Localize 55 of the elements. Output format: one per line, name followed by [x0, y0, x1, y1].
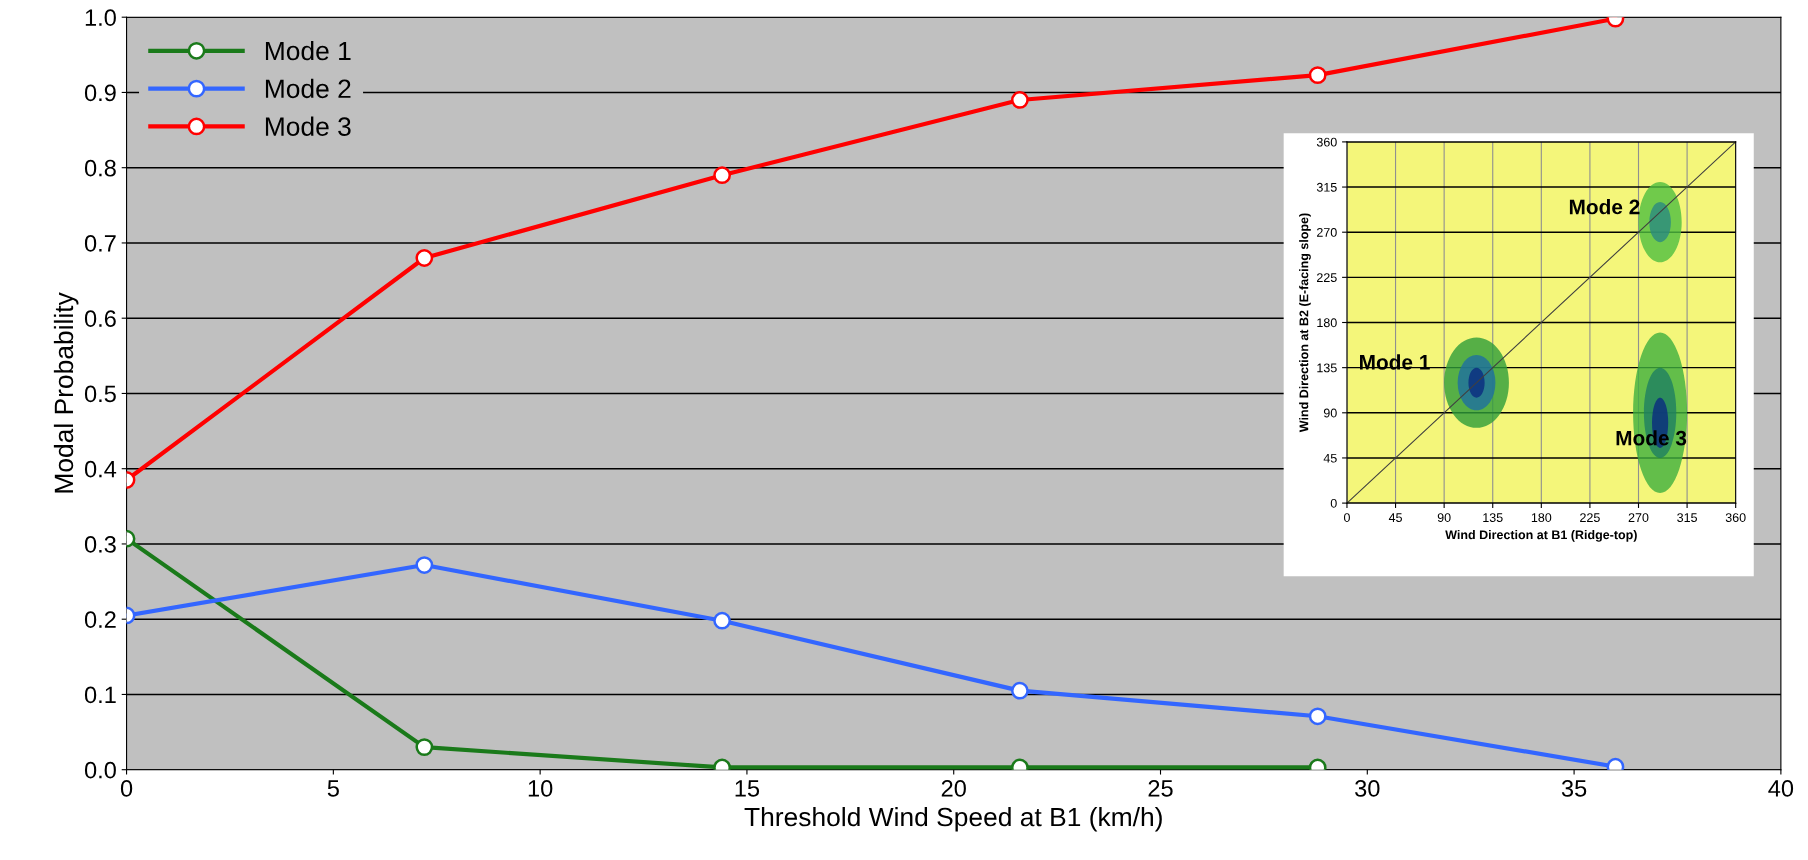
- y-tick-label: 360: [1316, 137, 1337, 147]
- point: [713, 611, 731, 630]
- x-tick-label: 20: [941, 780, 966, 797]
- y-axis-title: Wind Direction at B2 (E-facing slope): [1299, 213, 1311, 433]
- x-tick-label: 225: [1580, 513, 1600, 522]
- y-tick-label: 0: [1330, 498, 1337, 508]
- x-tick-label: 10: [528, 780, 553, 797]
- y-tick-label: 225: [1317, 273, 1337, 282]
- y-tick-label: 180: [1317, 318, 1337, 328]
- legend-label: Mode 2: [265, 78, 351, 99]
- x-tick-label: 15: [735, 780, 760, 797]
- x-tick-label: 315: [1677, 513, 1697, 522]
- point: [1308, 707, 1327, 726]
- y-tick-label: 0.2: [84, 611, 116, 628]
- y-tick-label: 45: [1323, 453, 1337, 463]
- legend-label: Mode 1: [265, 40, 351, 61]
- x-tick-label: 35: [1561, 780, 1587, 797]
- point: [1308, 66, 1327, 85]
- x-tick-label: 180: [1531, 513, 1552, 522]
- x-tick-label: 0: [1343, 513, 1350, 522]
- y-tick-label: 0.6: [84, 310, 116, 327]
- y-tick-label: 0.5: [84, 385, 116, 403]
- y-tick-label: 270: [1317, 228, 1337, 237]
- x-tick-label: 40: [1768, 780, 1794, 797]
- x-tick-label: 30: [1355, 780, 1380, 797]
- y-tick-label: 0.7: [84, 235, 116, 252]
- x-tick-label: 0: [120, 780, 133, 797]
- x-tick-label: 90: [1437, 513, 1451, 522]
- y-tick-label: 0.0: [84, 761, 116, 779]
- point: [415, 556, 434, 574]
- legend-label: Mode 3: [265, 116, 351, 136]
- point: [415, 249, 434, 267]
- x-tick-label: 45: [1388, 513, 1402, 522]
- y-tick-label: 315: [1316, 182, 1337, 192]
- point: [1011, 681, 1029, 700]
- x-tick-label: 360: [1725, 513, 1746, 522]
- y-tick-label: 135: [1317, 363, 1337, 373]
- x-axis-title: Threshold Wind Speed at B1 (km/h): [744, 806, 1162, 832]
- x-tick-label: 270: [1628, 513, 1649, 522]
- y-tick-label: 0.8: [84, 159, 116, 177]
- y-tick-label: 0.3: [84, 536, 116, 553]
- y-tick-label: 90: [1323, 408, 1337, 418]
- x-tick-label: 5: [327, 780, 339, 797]
- y-axis-title: Modal Probability: [53, 292, 79, 493]
- y-tick-label: 0.9: [84, 84, 116, 102]
- y-tick-label: 0.4: [84, 460, 117, 478]
- annotation: Mode 2: [1569, 199, 1640, 215]
- annotation: Mode 3: [1616, 430, 1687, 446]
- point: [713, 166, 731, 185]
- y-tick-label: 0.1: [84, 686, 116, 704]
- y-tick-label: 1.0: [85, 9, 116, 26]
- x-tick-label: 135: [1483, 513, 1503, 522]
- x-axis-title: Wind Direction at B1 (Ridge-top): [1445, 530, 1637, 542]
- x-tick-label: 25: [1148, 780, 1173, 797]
- point: [1011, 91, 1029, 109]
